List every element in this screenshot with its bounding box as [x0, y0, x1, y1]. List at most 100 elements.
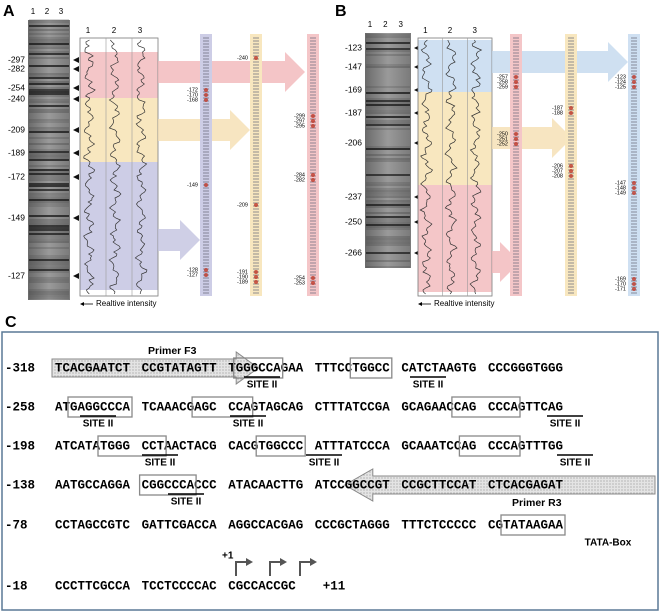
strip-dot [254, 275, 258, 279]
marker-label: -127 [8, 270, 25, 280]
strip-label: -147 [615, 180, 626, 186]
strip-dot [204, 268, 208, 272]
strip-dot [311, 281, 315, 285]
sequence-group: GCAGAACCAG [401, 400, 476, 414]
panel-label: A [3, 3, 15, 20]
strip-dot [632, 181, 636, 185]
marker-arrowhead [73, 174, 79, 180]
strip-label: -191 [237, 269, 248, 275]
strip-label: -123 [615, 74, 626, 80]
marker-label: -187 [345, 107, 362, 117]
strip-dot [632, 75, 636, 79]
trace-lane-label: 1 [86, 26, 91, 35]
strip-label: -251 [497, 136, 508, 142]
sequence-group: ATTTATCCCA [315, 439, 391, 453]
site-label: SITE II [233, 419, 264, 430]
sequence-position: -318 [5, 361, 35, 375]
strip-dot [569, 111, 573, 115]
strip-dot [514, 80, 518, 84]
primer-label: Primer R3 [512, 497, 562, 509]
site-box [349, 357, 393, 379]
strip-dot [514, 142, 518, 146]
strip-label: -169 [615, 276, 626, 282]
band-arrow [492, 242, 520, 282]
marker-arrowhead [73, 66, 79, 72]
gel-lane-label: 2 [45, 7, 50, 16]
strip-label: -149 [187, 182, 198, 188]
trace-band [418, 40, 492, 92]
sequence-group: GCAAATCCAG [401, 439, 476, 453]
strip-label: -253 [294, 280, 305, 286]
tata-label: TATA-Box [585, 538, 632, 549]
sequence-group: CCTAACTACG [142, 439, 217, 453]
tss-arrowhead [246, 558, 253, 566]
tss-label: +1 [222, 551, 234, 562]
sequence-group: TGGGCCAGAA [228, 361, 304, 375]
sequence-group: ATCATATGGG [55, 439, 130, 453]
site-label: SITE II [309, 458, 340, 469]
trace-lane-label: 1 [423, 26, 428, 35]
site-label: SITE II [247, 380, 278, 391]
trace [444, 39, 458, 295]
tss-arrow [235, 561, 248, 576]
axis-arrowhead [418, 302, 422, 306]
marker-label: -254 [8, 82, 25, 92]
sequence-group: CTTTATCCGA [315, 400, 391, 414]
marker-label: -297 [8, 54, 25, 64]
sequence-group: CTCACGAGAT [488, 478, 564, 492]
tss-arrowhead [280, 558, 287, 566]
strip-dot [632, 191, 636, 195]
strip-dot [569, 164, 573, 168]
sequence-group: CGGCCCACCC [142, 478, 218, 492]
trace-band [80, 162, 158, 290]
marker-label: -123 [345, 42, 362, 52]
strip-label: -190 [237, 274, 248, 280]
sequence-group: AATGCCAGGA [55, 478, 131, 492]
sequence-group: CCCTTCGCCA [55, 579, 131, 593]
axis-label: Realtive intensity [434, 299, 494, 308]
strip-dot [204, 88, 208, 92]
strip-label: -257 [497, 74, 508, 80]
strip-dot [254, 56, 258, 60]
gel [365, 33, 411, 268]
trace-band [418, 92, 492, 185]
sequence-group: CCCGCTAGGG [315, 518, 390, 532]
sequence-group: CCAGTAGCAG [228, 400, 303, 414]
axis-arrowhead [80, 302, 84, 306]
strip-dot [204, 93, 208, 97]
sequence-group: ATCCGGCCGT [315, 478, 391, 492]
strip-label: -128 [187, 267, 198, 273]
strip-dot [254, 270, 258, 274]
sequence-group: CCGCTTCCAT [401, 478, 477, 492]
trace-band [418, 185, 492, 292]
strip-dot [569, 106, 573, 110]
strip-label: -188 [552, 110, 563, 116]
strip-dot [632, 80, 636, 84]
trace-lane-label: 3 [138, 26, 143, 35]
site-label: SITE II [171, 497, 202, 508]
panel-label: C [5, 314, 17, 331]
site-box [458, 435, 521, 457]
site-box [255, 435, 306, 457]
strip-dot [254, 203, 258, 207]
trace [83, 39, 96, 295]
strip-label: -282 [294, 177, 305, 183]
marker-label: -169 [345, 84, 362, 94]
marker-arrowhead [73, 215, 79, 221]
site-label: SITE II [145, 458, 176, 469]
sequence-group: CATCTAAGTG [401, 361, 476, 375]
strip-dot [632, 85, 636, 89]
strip-dot [254, 280, 258, 284]
band-arrow [158, 52, 305, 92]
strip-dot [311, 114, 315, 118]
marker-label: -149 [8, 212, 25, 222]
strip-label: -240 [237, 55, 248, 61]
marker-label: -237 [345, 191, 362, 201]
sequence-group: CGCCACCGC [228, 579, 296, 593]
marker-label: -282 [8, 63, 25, 73]
band-arrow [158, 220, 200, 260]
site-box [451, 396, 521, 418]
site-box [97, 435, 167, 457]
